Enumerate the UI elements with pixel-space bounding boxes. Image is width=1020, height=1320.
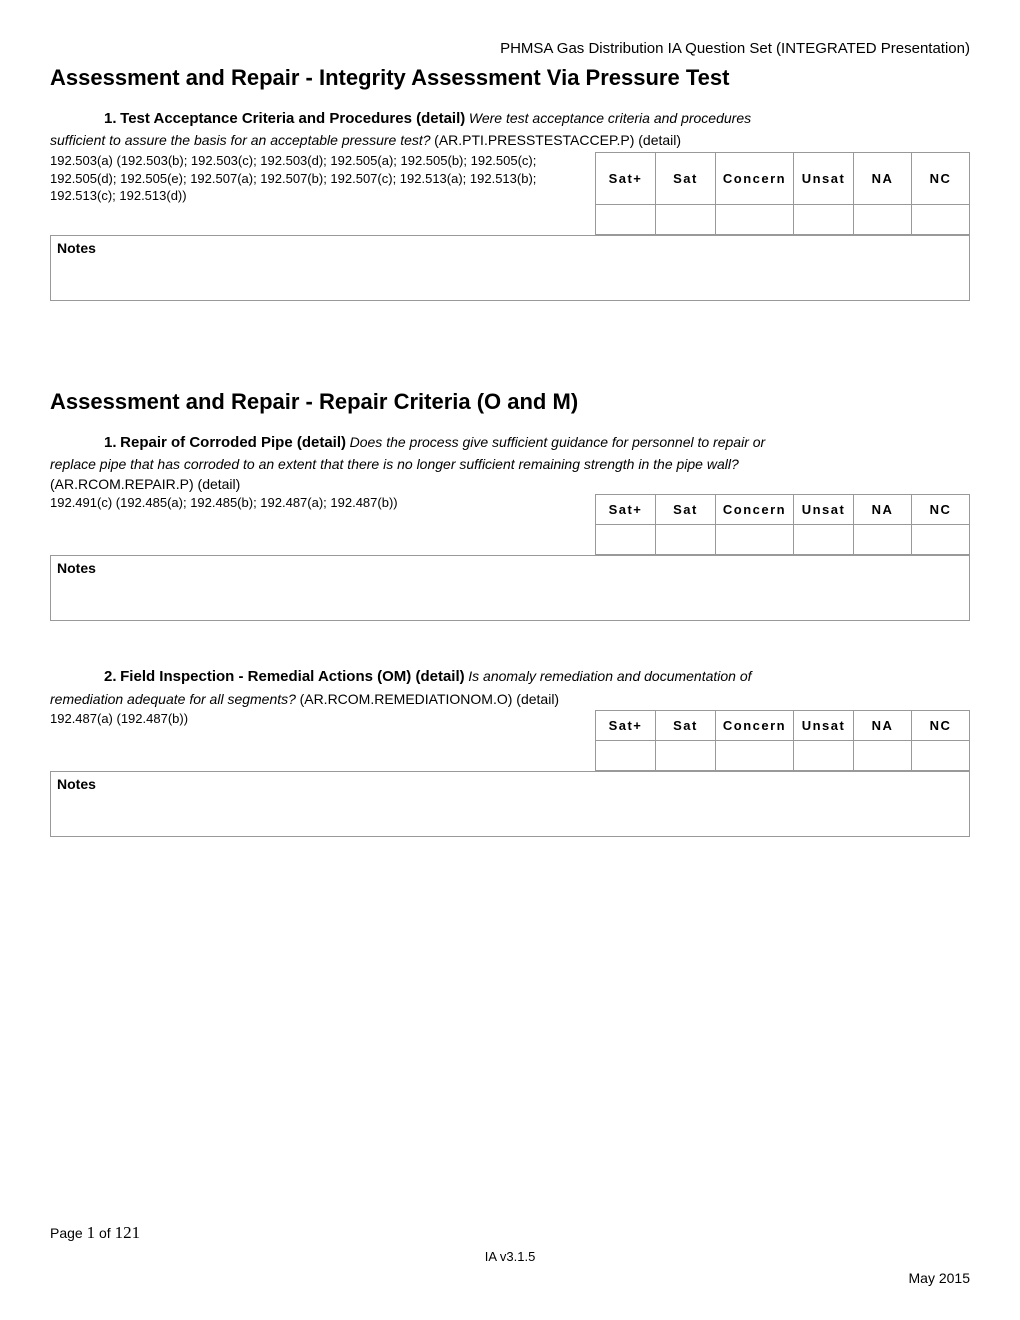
rating-header-nc: NC (912, 711, 970, 741)
notes-label: Notes (51, 772, 970, 837)
page-indicator: Page 1 of 121 (50, 1223, 970, 1243)
regulations-list: 192.487(a) (192.487(b)) (50, 710, 595, 728)
rating-cell[interactable] (656, 741, 716, 771)
question-number: 1. (104, 110, 117, 127)
rating-cell[interactable] (794, 205, 854, 235)
question-prompt-2: sufficient to assure the basis for an ac… (50, 132, 431, 148)
question-block-2-1: 1. Repair of Corroded Pipe (detail) Does… (50, 433, 970, 621)
question-block-1-1: 1. Test Acceptance Criteria and Procedur… (50, 109, 970, 301)
footer-date: May 2015 (50, 1270, 970, 1286)
rating-cell[interactable] (912, 205, 970, 235)
page-number: 1 (87, 1223, 96, 1242)
rating-cell[interactable] (716, 205, 794, 235)
rating-header-na: NA (854, 495, 912, 525)
rating-cell[interactable] (716, 741, 794, 771)
question-code: (AR.RCOM.REMEDIATIONOM.O) (detail) (300, 691, 560, 707)
section-title-1: Assessment and Repair - Integrity Assess… (50, 65, 970, 91)
rating-table: Sat+ Sat Concern Unsat NA NC (595, 494, 970, 555)
rating-cell[interactable] (656, 205, 716, 235)
rating-table: Sat+ Sat Concern Unsat NA NC (595, 710, 970, 771)
rating-cell[interactable] (596, 741, 656, 771)
notes-table: Notes (50, 771, 970, 837)
question-prompt-1: Is anomaly remediation and documentation… (468, 668, 751, 684)
rating-cell[interactable] (596, 205, 656, 235)
rating-cell[interactable] (596, 525, 656, 555)
notes-table: Notes (50, 235, 970, 301)
rating-header-nc: NC (912, 495, 970, 525)
rating-cell[interactable] (794, 741, 854, 771)
page-footer: Page 1 of 121 IA v3.1.5 May 2015 (50, 1223, 970, 1286)
rating-header-concern: Concern (716, 153, 794, 205)
notes-label: Notes (51, 556, 970, 621)
question-prompt-1: Were test acceptance criteria and proced… (469, 110, 751, 126)
rating-cell[interactable] (912, 741, 970, 771)
regulations-list: 192.491(c) (192.485(a); 192.485(b); 192.… (50, 494, 595, 512)
question-prompt-1: Does the process give sufficient guidanc… (350, 434, 766, 450)
question-title: Repair of Corroded Pipe (detail) (120, 434, 346, 451)
question-title: Field Inspection - Remedial Actions (OM)… (120, 668, 464, 685)
rating-header-concern: Concern (716, 495, 794, 525)
question-number: 1. (104, 434, 117, 451)
rating-header-unsat: Unsat (794, 153, 854, 205)
question-block-2-2: 2. Field Inspection - Remedial Actions (… (50, 667, 970, 837)
rating-cell[interactable] (716, 525, 794, 555)
question-code: (AR.RCOM.REPAIR.P) (detail) (50, 476, 970, 492)
rating-header-na: NA (854, 711, 912, 741)
rating-cell[interactable] (854, 205, 912, 235)
rating-header-nc: NC (912, 153, 970, 205)
rating-header-satplus: Sat+ (596, 711, 656, 741)
page-prefix: Page (50, 1225, 83, 1241)
question-number: 2. (104, 668, 117, 685)
page-of: of (99, 1225, 111, 1241)
version-label: IA v3.1.5 (50, 1249, 970, 1264)
rating-cell[interactable] (912, 525, 970, 555)
question-title: Test Acceptance Criteria and Procedures … (120, 110, 465, 127)
rating-header-sat: Sat (656, 495, 716, 525)
rating-header-sat: Sat (656, 711, 716, 741)
rating-header-satplus: Sat+ (596, 495, 656, 525)
notes-label: Notes (51, 236, 970, 301)
rating-header-unsat: Unsat (794, 495, 854, 525)
document-header: PHMSA Gas Distribution IA Question Set (… (50, 40, 970, 57)
rating-cell[interactable] (854, 525, 912, 555)
notes-table: Notes (50, 555, 970, 621)
section-title-2: Assessment and Repair - Repair Criteria … (50, 389, 970, 415)
rating-cell[interactable] (854, 741, 912, 771)
rating-cell[interactable] (656, 525, 716, 555)
rating-header-na: NA (854, 153, 912, 205)
question-code: (AR.PTI.PRESSTESTACCEP.P) (detail) (434, 132, 681, 148)
rating-header-concern: Concern (716, 711, 794, 741)
page-total: 121 (115, 1223, 141, 1242)
regulations-list: 192.503(a) (192.503(b); 192.503(c); 192.… (50, 152, 595, 205)
rating-header-satplus: Sat+ (596, 153, 656, 205)
rating-header-sat: Sat (656, 153, 716, 205)
rating-table: Sat+ Sat Concern Unsat NA NC (595, 152, 970, 235)
rating-header-unsat: Unsat (794, 711, 854, 741)
rating-cell[interactable] (794, 525, 854, 555)
question-prompt-2: replace pipe that has corroded to an ext… (50, 455, 970, 474)
question-prompt-2: remediation adequate for all segments? (50, 691, 296, 707)
